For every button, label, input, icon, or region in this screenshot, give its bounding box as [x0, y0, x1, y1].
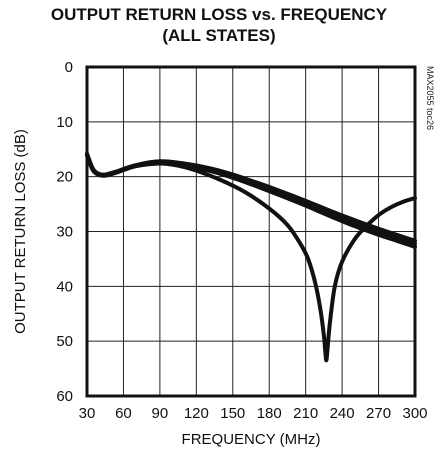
y-axis-label: OUTPUT RETURN LOSS (dB)	[12, 129, 29, 334]
x-tick-label: 30	[79, 405, 96, 422]
y-tick-label: 30	[56, 224, 73, 241]
x-tick-label: 150	[220, 405, 245, 422]
y-tick-labels: 0 10 20 30 40 50 60	[56, 59, 73, 405]
chart-title: OUTPUT RETURN LOSS vs. FREQUENCY (ALL ST…	[50, 5, 388, 45]
x-tick-label: 210	[293, 405, 318, 422]
series-line-4	[85, 152, 417, 363]
x-tick-label: 300	[402, 405, 427, 422]
x-tick-label: 120	[184, 405, 209, 422]
plot-frame	[85, 65, 417, 398]
x-tick-label: 240	[330, 405, 355, 422]
y-tick-label: 40	[56, 278, 73, 295]
figure-id-note: MAX2055 toc26	[425, 66, 435, 130]
grid-lines	[87, 67, 415, 396]
x-tick-label: 180	[257, 405, 282, 422]
series-group	[85, 151, 417, 363]
y-tick-label: 50	[56, 333, 73, 350]
x-tick-label: 60	[115, 405, 132, 422]
y-tick-label: 20	[56, 169, 73, 186]
y-tick-label: 10	[56, 114, 73, 131]
x-tick-label: 270	[366, 405, 391, 422]
y-tick-label: 0	[65, 59, 73, 76]
x-axis-label: FREQUENCY (MHz)	[182, 431, 321, 448]
y-tick-label: 60	[56, 388, 73, 405]
x-tick-label: 90	[152, 405, 169, 422]
x-tick-labels: 30 60 90 120 150 180 210 240 270 300	[79, 405, 428, 422]
series-line-2	[85, 153, 417, 249]
